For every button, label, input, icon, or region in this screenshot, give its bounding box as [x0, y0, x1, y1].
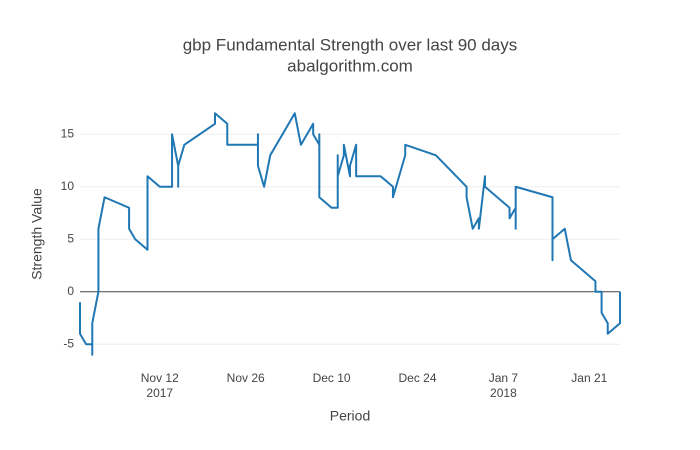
data-line	[79, 112, 621, 356]
y-tick-label: 10	[61, 179, 75, 193]
x-tick-label: Dec 24	[398, 371, 436, 385]
chart-subtitle: abalgorithm.com	[287, 56, 413, 75]
x-axis-title: Period	[330, 408, 370, 424]
y-axis-title: Strength Value	[29, 188, 45, 280]
x-tick-label: Jan 7	[489, 371, 519, 385]
y-tick-label: -5	[63, 336, 74, 350]
x-tick-label: Jan 21	[571, 371, 607, 385]
x-tick-sublabel: 2017	[146, 386, 173, 400]
y-tick-label: 5	[67, 231, 74, 245]
x-tick-label: Nov 12	[141, 371, 179, 385]
x-tick-label: Dec 10	[313, 371, 351, 385]
x-tick-sublabel: 2018	[490, 386, 517, 400]
chart-title: gbp Fundamental Strength over last 90 da…	[183, 35, 518, 54]
y-tick-label: 15	[61, 126, 75, 140]
x-tick-label: Nov 26	[227, 371, 265, 385]
y-tick-label: 0	[67, 284, 74, 298]
